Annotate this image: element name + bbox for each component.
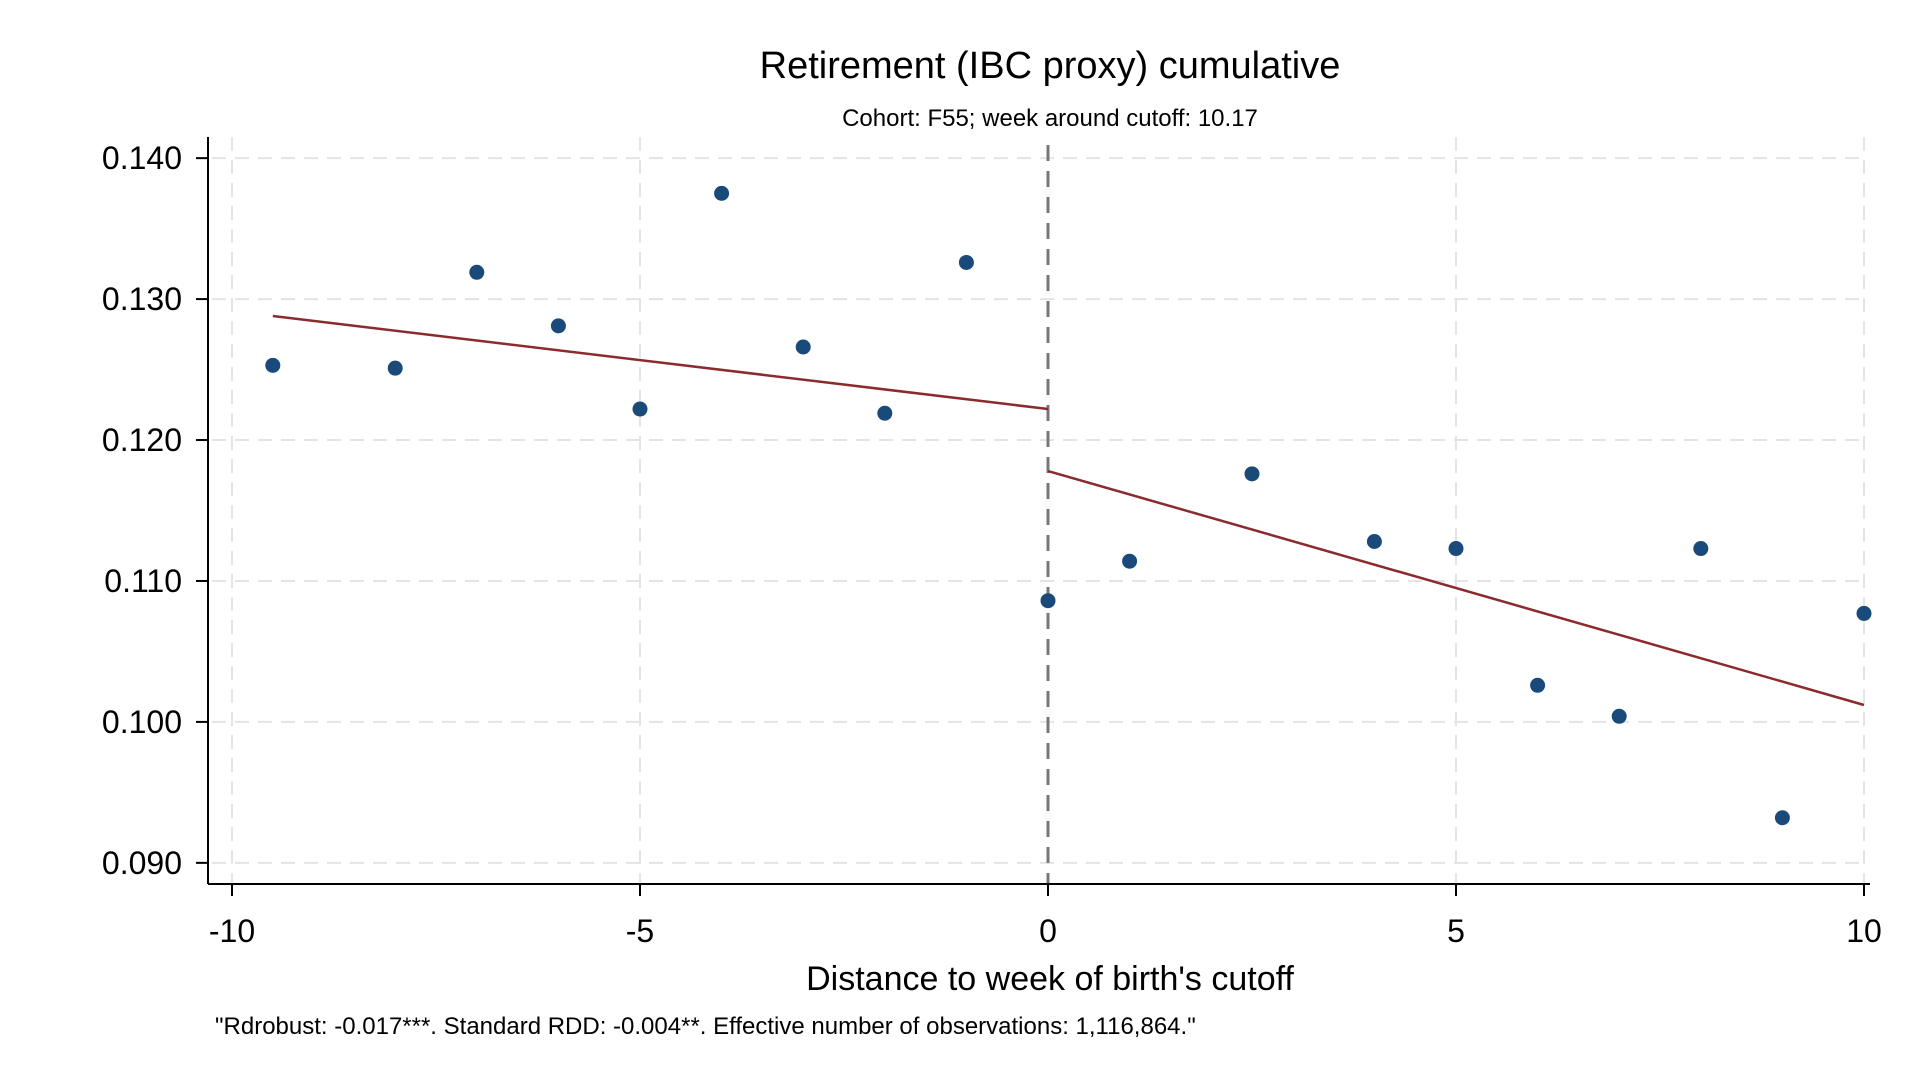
x-tick-label: 10 xyxy=(1846,913,1882,949)
axis-layer xyxy=(207,137,1870,885)
x-tick-label: -10 xyxy=(209,913,255,949)
data-point xyxy=(1856,605,1872,621)
data-point xyxy=(714,185,730,201)
x-tick-label: 5 xyxy=(1447,913,1465,949)
data-point xyxy=(958,254,974,270)
chart-note: "Rdrobust: -0.017***. Standard RDD: -0.0… xyxy=(215,1013,1196,1040)
fit-layer xyxy=(272,314,1865,707)
y-tick-label: 0.120 xyxy=(102,422,182,458)
data-point xyxy=(1244,466,1260,482)
x-tick-label: -5 xyxy=(626,913,654,949)
data-point xyxy=(469,264,485,280)
x-tick-label: 0 xyxy=(1039,913,1057,949)
chart-subtitle: Cohort: F55; week around cutoff: 10.17 xyxy=(842,105,1258,132)
y-tick-label: 0.110 xyxy=(104,563,182,599)
data-point xyxy=(1530,677,1546,693)
data-point xyxy=(265,357,281,373)
data-point xyxy=(632,401,648,417)
data-point xyxy=(1366,534,1382,550)
data-point xyxy=(1611,708,1627,724)
data-point xyxy=(1774,810,1790,826)
data-point xyxy=(795,339,811,355)
y-tick-label: 0.130 xyxy=(102,281,182,317)
fit-line xyxy=(272,314,1049,411)
data-point xyxy=(1448,541,1464,557)
y-tick-label: 0.140 xyxy=(102,140,182,176)
y-tick-label: 0.090 xyxy=(102,845,182,881)
data-point xyxy=(550,318,566,334)
data-point xyxy=(1040,593,1056,609)
tick-layer: 0.090 0.100 0.110 0.120 0.130 0.140 -10 -5 0 5 10 xyxy=(102,140,1882,949)
grid-layer xyxy=(212,137,1868,884)
y-tick-label: 0.100 xyxy=(102,704,182,740)
x-axis-label: Distance to week of birth's cutoff xyxy=(806,960,1294,998)
data-point xyxy=(1122,553,1138,569)
chart-title: Retirement (IBC proxy) cumulative xyxy=(760,45,1341,87)
point-layer xyxy=(265,185,1872,826)
data-point xyxy=(1693,541,1709,557)
data-point xyxy=(387,360,403,376)
data-point xyxy=(877,405,893,421)
fit-line xyxy=(1047,469,1865,707)
